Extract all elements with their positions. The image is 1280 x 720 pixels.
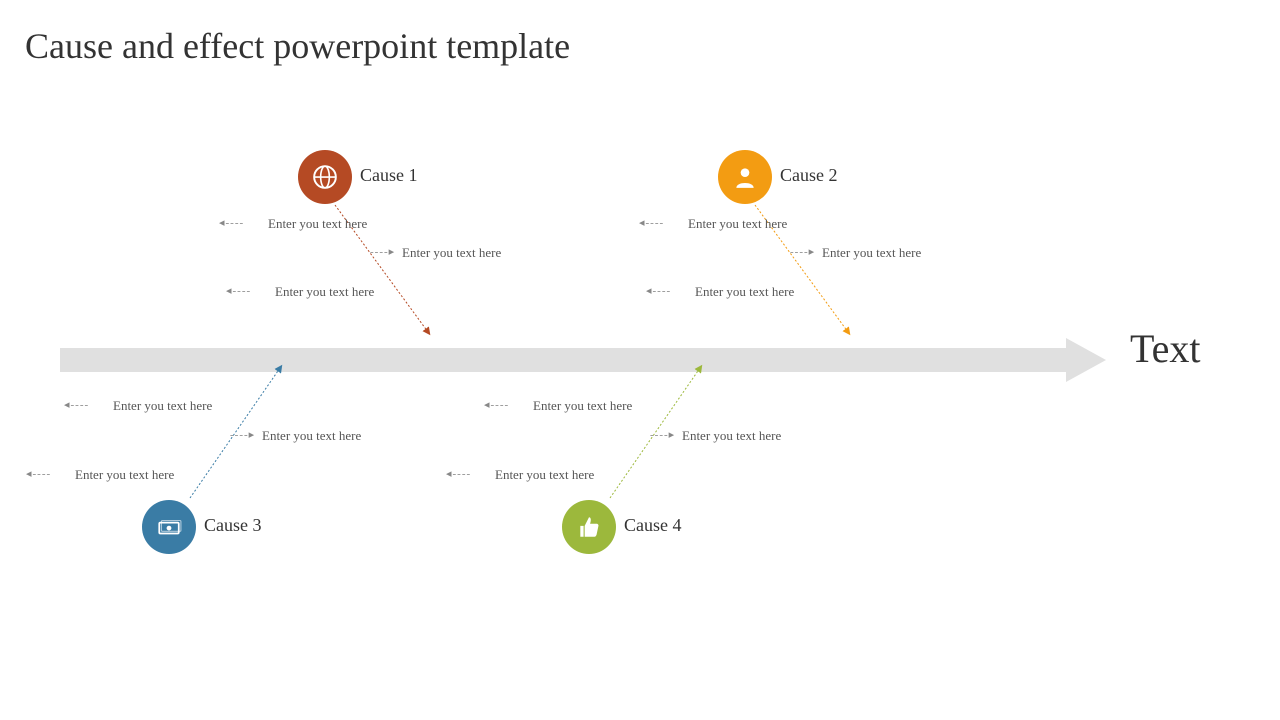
cause2-bullet: Enter you text here xyxy=(822,245,921,261)
cause4-circle xyxy=(562,500,616,554)
cause4-bullet: Enter you text here xyxy=(495,467,594,483)
cause4-bullet: Enter you text here xyxy=(533,398,632,414)
bullet-arrow: ◂---- xyxy=(484,398,509,411)
bullet-arrow: ----▸ xyxy=(790,245,815,258)
cause2-label: Cause 2 xyxy=(780,165,838,186)
cause3-bullet: Enter you text here xyxy=(75,467,174,483)
bullet-arrow: ◂---- xyxy=(226,284,251,297)
cause1-circle xyxy=(298,150,352,204)
cause1-bullet: Enter you text here xyxy=(402,245,501,261)
thumbsup-icon xyxy=(576,514,602,540)
bullet-arrow: ◂---- xyxy=(646,284,671,297)
main-arrow-head xyxy=(1066,338,1106,382)
cause2-circle xyxy=(718,150,772,204)
bullet-arrow: ◂---- xyxy=(639,216,664,229)
bullet-arrow: ◂---- xyxy=(219,216,244,229)
money-icon xyxy=(156,514,182,540)
page-title: Cause and effect powerpoint template xyxy=(25,25,570,67)
cause3-bullet: Enter you text here xyxy=(113,398,212,414)
cause2-bullet: Enter you text here xyxy=(688,216,787,232)
bullet-arrow: ----▸ xyxy=(650,428,675,441)
person-icon xyxy=(732,164,758,190)
main-arrow-body xyxy=(60,348,1070,372)
cause2-bullet: Enter you text here xyxy=(695,284,794,300)
cause4-bullet: Enter you text here xyxy=(682,428,781,444)
cause1-bullet: Enter you text here xyxy=(275,284,374,300)
main-arrow xyxy=(60,338,1110,362)
cause1-label: Cause 1 xyxy=(360,165,418,186)
cause1-bullet: Enter you text here xyxy=(268,216,367,232)
cause3-bullet: Enter you text here xyxy=(262,428,361,444)
cause4-label: Cause 4 xyxy=(624,515,682,536)
bullet-arrow: ◂---- xyxy=(26,467,51,480)
bullet-arrow: ----▸ xyxy=(370,245,395,258)
bullet-arrow: ◂---- xyxy=(446,467,471,480)
bullet-arrow: ----▸ xyxy=(230,428,255,441)
globe-icon xyxy=(312,164,338,190)
bullet-arrow: ◂---- xyxy=(64,398,89,411)
cause3-circle xyxy=(142,500,196,554)
effect-label: Text xyxy=(1130,325,1201,372)
cause3-label: Cause 3 xyxy=(204,515,262,536)
